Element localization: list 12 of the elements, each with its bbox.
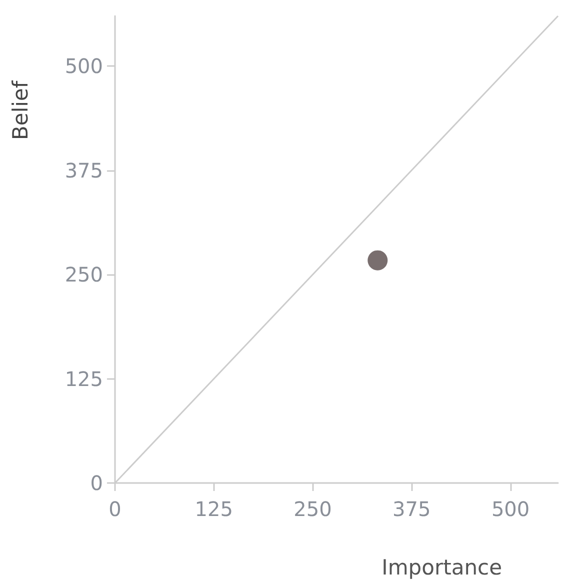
x-tick-label: 125 [194,497,233,521]
x-tick-label: 375 [392,497,431,521]
y-tick-label: 375 [64,158,103,182]
y-tick-label: 250 [64,262,103,287]
y-tick-label: 125 [64,366,103,391]
x-tick-label: 250 [294,497,332,521]
x-tick-label: 500 [491,497,530,521]
y-tick-label: 500 [64,54,103,78]
y-axis-title: Belief [8,80,32,140]
x-tick-label: 0 [108,497,122,521]
x-axis-title: Importance [382,556,502,580]
y-tick-label: 0 [90,471,103,495]
